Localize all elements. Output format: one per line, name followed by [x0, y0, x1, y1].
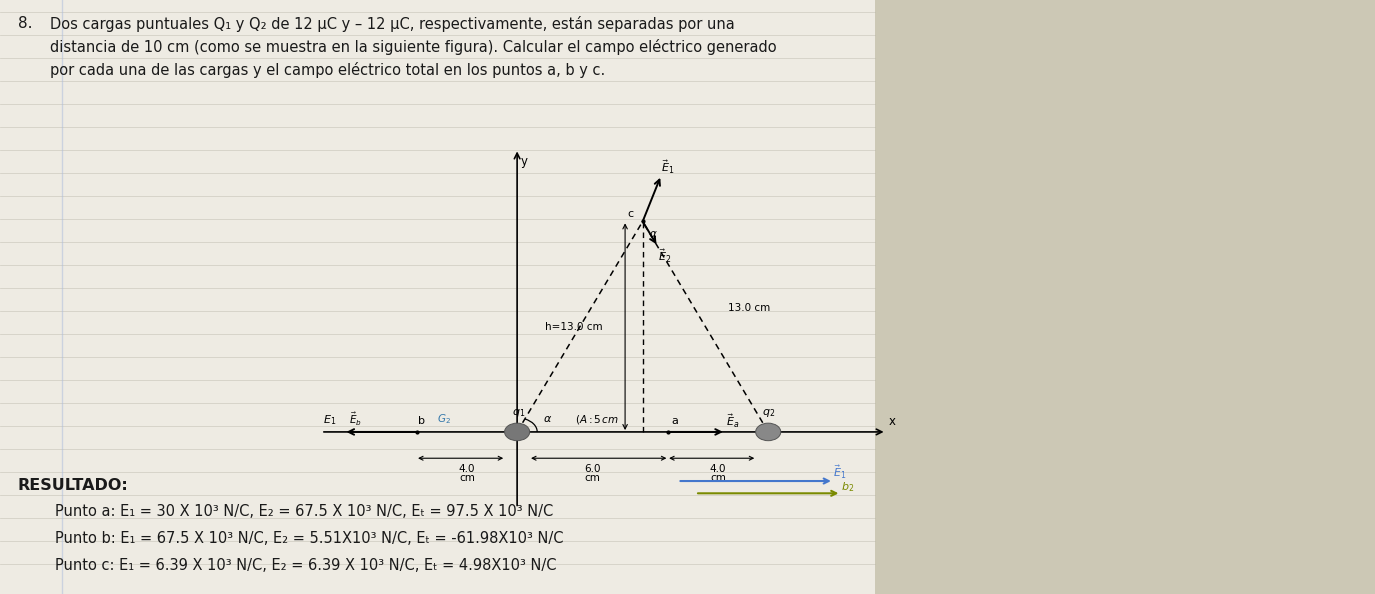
Text: b: b [418, 416, 425, 426]
Text: Dos cargas puntuales Q₁ y Q₂ de 12 μC y – 12 μC, respectivamente, están separada: Dos cargas puntuales Q₁ y Q₂ de 12 μC y … [49, 16, 777, 78]
Text: $q_2$: $q_2$ [762, 407, 774, 419]
Text: y: y [521, 155, 528, 168]
Text: $\alpha$: $\alpha$ [649, 229, 657, 239]
Text: cm: cm [710, 473, 726, 483]
Text: Punto b: E₁ = 67.5 X 10³ N/C, E₂ = 5.51X10³ N/C, Eₜ = -61.98X10³ N/C: Punto b: E₁ = 67.5 X 10³ N/C, E₂ = 5.51X… [55, 531, 564, 546]
Text: $\alpha$: $\alpha$ [543, 414, 553, 424]
Text: RESULTADO:: RESULTADO: [18, 478, 129, 493]
Text: c: c [628, 209, 634, 219]
Text: cm: cm [584, 473, 601, 483]
Text: $b_2$: $b_2$ [842, 480, 854, 494]
Text: $G_2$: $G_2$ [437, 412, 451, 426]
Circle shape [756, 423, 781, 441]
Text: a: a [671, 416, 678, 426]
Text: $\vec{E}_2$: $\vec{E}_2$ [657, 248, 671, 266]
Text: $\vec{E}_1$: $\vec{E}_1$ [833, 464, 847, 481]
Text: $\vec{E}_b$: $\vec{E}_b$ [349, 410, 362, 428]
Text: $q_1$: $q_1$ [512, 407, 525, 419]
Text: $\vec{E}_1$: $\vec{E}_1$ [661, 159, 675, 176]
Text: Punto c: E₁ = 6.39 X 10³ N/C, E₂ = 6.39 X 10³ N/C, Eₜ = 4.98X10³ N/C: Punto c: E₁ = 6.39 X 10³ N/C, E₂ = 6.39 … [55, 558, 557, 573]
Text: x: x [888, 415, 895, 428]
Text: Punto a: E₁ = 30 X 10³ N/C, E₂ = 67.5 X 10³ N/C, Eₜ = 97.5 X 10³ N/C: Punto a: E₁ = 30 X 10³ N/C, E₂ = 67.5 X … [55, 504, 553, 519]
Bar [0, 0, 874, 594]
Text: cm: cm [459, 473, 474, 483]
Text: 4.0: 4.0 [459, 465, 476, 475]
Bar [874, 0, 1375, 594]
Text: 13.0 cm: 13.0 cm [727, 303, 770, 312]
Text: h=13.0 cm: h=13.0 cm [544, 322, 602, 331]
Text: $\vec{E}_a$: $\vec{E}_a$ [726, 413, 738, 431]
Circle shape [505, 423, 529, 441]
Text: 8.: 8. [18, 16, 33, 31]
Text: $(A: 5\,cm$: $(A: 5\,cm$ [575, 413, 620, 426]
Text: 4.0: 4.0 [710, 465, 726, 475]
Text: 6.0: 6.0 [584, 465, 601, 475]
Text: $E_1$: $E_1$ [323, 413, 337, 427]
